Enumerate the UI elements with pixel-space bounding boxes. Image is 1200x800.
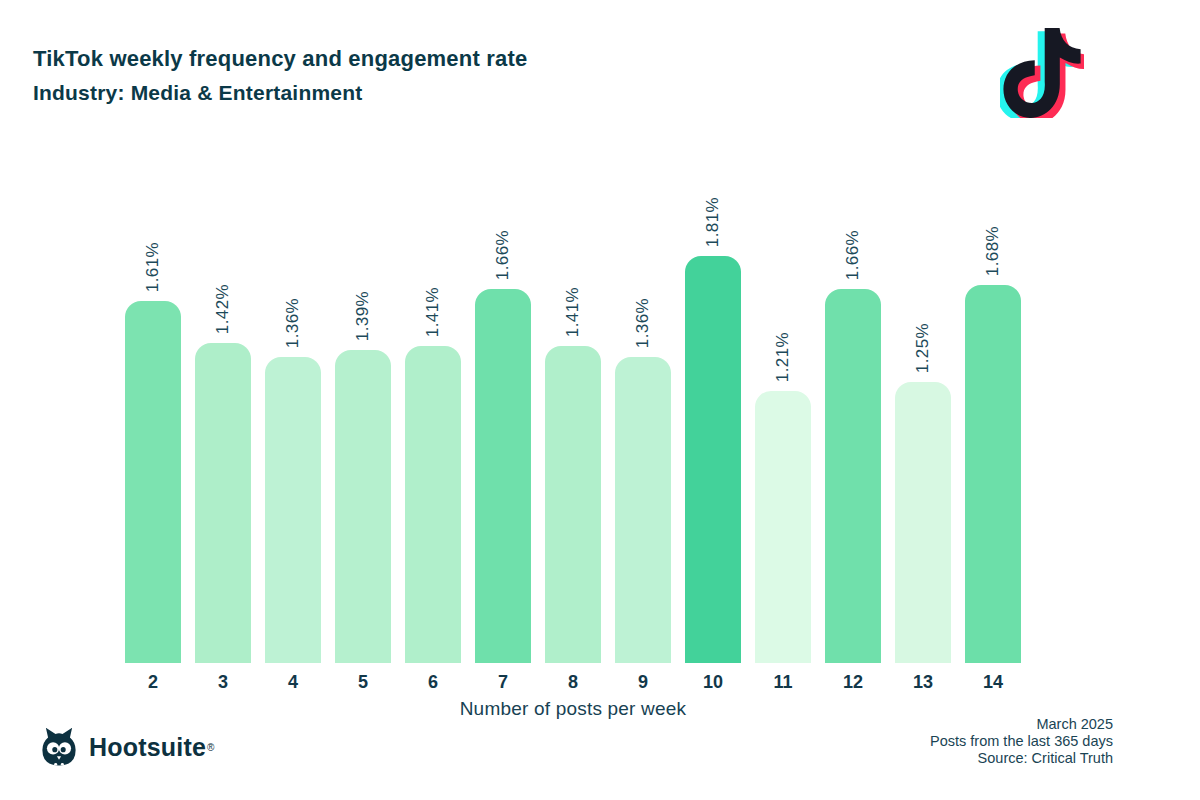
bar-value-label: 1.42%	[213, 284, 233, 334]
x-tick-label: 5	[335, 672, 391, 693]
bar-column-3: 1.42%	[195, 190, 251, 663]
tiktok-logo-icon	[1000, 28, 1084, 118]
header: TikTok weekly frequency and engagement r…	[33, 42, 527, 109]
bar	[965, 285, 1021, 663]
x-tick-label: 2	[125, 672, 181, 693]
bar-value-label: 1.81%	[703, 197, 723, 247]
bar-value-label: 1.41%	[563, 287, 583, 337]
hootsuite-logo: Hootsuite ®	[38, 725, 214, 769]
infographic-page: TikTok weekly frequency and engagement r…	[0, 0, 1200, 800]
footer-date: March 2025	[930, 716, 1113, 733]
x-tick-label: 3	[195, 672, 251, 693]
bar-value-label: 1.61%	[143, 242, 163, 292]
bar	[125, 301, 181, 663]
footer-meta: March 2025 Posts from the last 365 days …	[930, 716, 1113, 767]
x-tick-label: 8	[545, 672, 601, 693]
bar	[895, 382, 951, 663]
bar-chart-plot-area: 1.61% 1.42% 1.36% 1.39% 1.41% 1.66% 1.41% 1.36%…	[125, 190, 1021, 663]
x-tick-label: 11	[755, 672, 811, 693]
bar-column-12: 1.66%	[825, 190, 881, 663]
bar-column-5: 1.39%	[335, 190, 391, 663]
bar	[195, 343, 251, 663]
x-tick-label: 14	[965, 672, 1021, 693]
bar-value-label: 1.25%	[913, 323, 933, 373]
bar-value-label: 1.68%	[983, 226, 1003, 276]
x-axis-ticks: 23456789 10 11 12 13 14	[125, 672, 1021, 693]
bar	[405, 346, 461, 663]
bar-column-9: 1.36%	[615, 190, 671, 663]
bar-column-6: 1.41%	[405, 190, 461, 663]
bar-value-label: 1.41%	[423, 287, 443, 337]
bar-column-8: 1.41%	[545, 190, 601, 663]
bar-column-13: 1.25%	[895, 190, 951, 663]
registered-mark: ®	[207, 742, 214, 753]
bar-column-2: 1.61%	[125, 190, 181, 663]
bar	[265, 357, 321, 663]
x-tick-label: 13	[895, 672, 951, 693]
x-axis-title: Number of posts per week	[125, 698, 1021, 720]
x-tick-label: 12	[825, 672, 881, 693]
owl-icon	[38, 725, 80, 769]
x-tick-label: 9	[615, 672, 671, 693]
bar-value-label: 1.21%	[773, 332, 793, 382]
bar-value-label: 1.39%	[353, 291, 373, 341]
bar-column-4: 1.36%	[265, 190, 321, 663]
footer-source: Source: Critical Truth	[930, 750, 1113, 767]
bar	[755, 391, 811, 663]
page-subtitle: Industry: Media & Entertainment	[33, 76, 527, 109]
x-tick-label: 7	[475, 672, 531, 693]
bar-value-label: 1.36%	[283, 298, 303, 348]
bar-value-label: 1.36%	[633, 298, 653, 348]
page-title: TikTok weekly frequency and engagement r…	[33, 42, 527, 76]
x-tick-label: 10	[685, 672, 741, 693]
x-tick-label: 6	[405, 672, 461, 693]
bar-column-10: 1.81%	[685, 190, 741, 663]
x-tick-label: 4	[265, 672, 321, 693]
bar-value-label: 1.66%	[843, 230, 863, 280]
bar-value-label: 1.66%	[493, 230, 513, 280]
bar-column-7: 1.66%	[475, 190, 531, 663]
bar-column-11: 1.21%	[755, 190, 811, 663]
bar	[615, 357, 671, 663]
bar	[335, 350, 391, 663]
bar-column-14: 1.68%	[965, 190, 1021, 663]
footer-range: Posts from the last 365 days	[930, 733, 1113, 750]
bar	[545, 346, 601, 663]
bar	[475, 289, 531, 663]
bar	[685, 256, 741, 663]
bar	[825, 289, 881, 663]
hootsuite-wordmark: Hootsuite	[89, 733, 206, 762]
